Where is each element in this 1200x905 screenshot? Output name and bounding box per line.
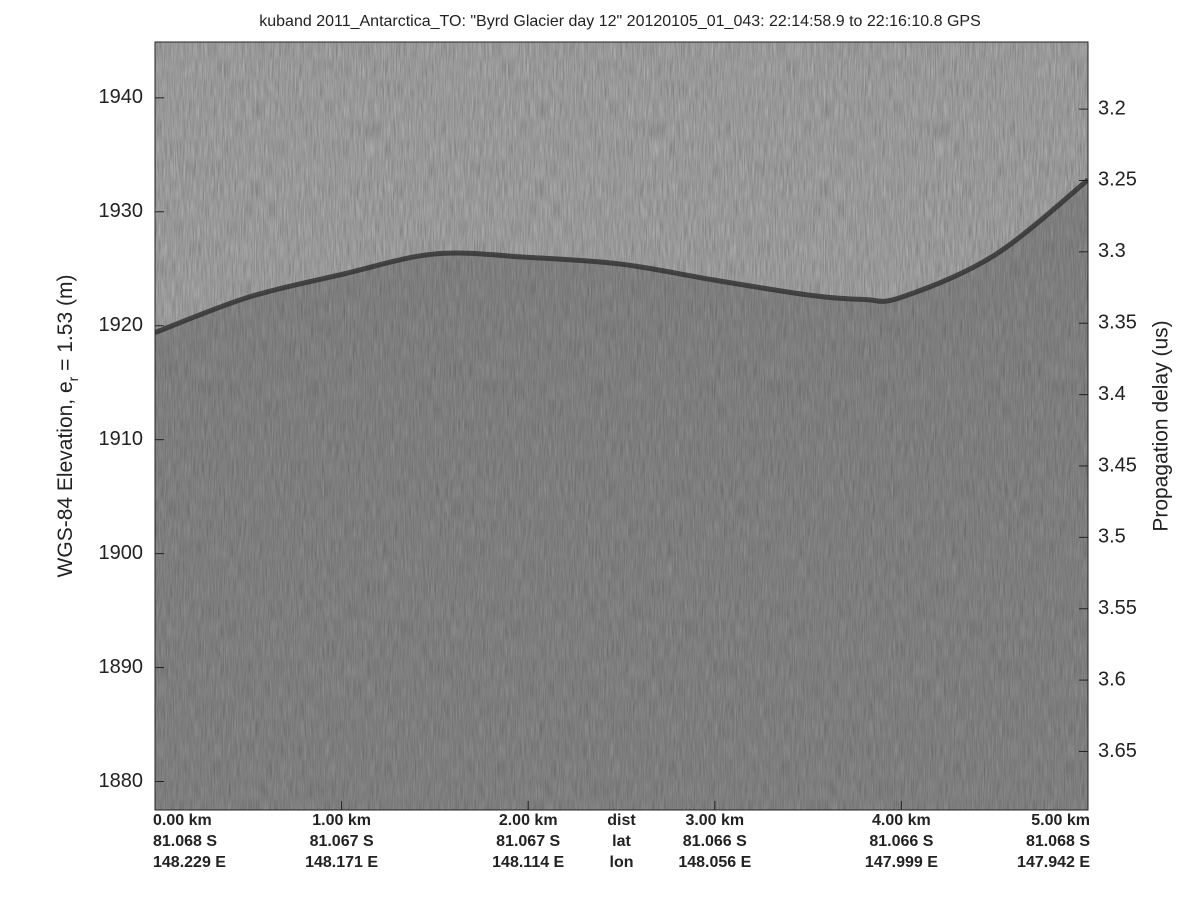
x-tick-label: 0.00 km xyxy=(153,812,212,829)
y2-tick-label: 3.2 xyxy=(1098,97,1126,119)
lat-label: 81.068 S xyxy=(1026,833,1090,850)
y-tick-label: 1930 xyxy=(99,200,144,222)
x-tick-label: 4.00 km xyxy=(872,812,931,829)
x-tick-label: 1.00 km xyxy=(312,812,371,829)
subsurface-region xyxy=(155,179,1088,810)
y2-tick-label: 3.45 xyxy=(1098,454,1137,476)
lat-label: 81.067 S xyxy=(310,833,374,850)
y2-tick-label: 3.55 xyxy=(1098,597,1137,619)
plot-area xyxy=(155,177,1088,810)
lat-label: 81.068 S xyxy=(153,833,217,850)
y2-tick-label: 3.65 xyxy=(1098,740,1137,762)
y-tick-label: 1880 xyxy=(99,770,144,792)
lat-label: 81.066 S xyxy=(869,833,933,850)
y-axis-label: WGS-84 Elevation, er = 1.53 (m) xyxy=(54,275,81,578)
echo-texture xyxy=(155,42,1088,810)
y2-tick-label: 3.3 xyxy=(1098,240,1126,262)
y-tick-label: 1890 xyxy=(99,656,144,678)
lon-label: 147.942 E xyxy=(1017,854,1090,871)
x-tick-label: 3.00 km xyxy=(685,812,744,829)
x-tick-label: 2.00 km xyxy=(499,812,558,829)
y-tick-label: 1900 xyxy=(99,542,144,564)
y-label-part: = 1.53 (m) xyxy=(54,275,77,377)
lon-label: 148.171 E xyxy=(305,854,378,871)
y-tick-label: 1920 xyxy=(99,314,144,336)
y2-tick-label: 3.5 xyxy=(1098,526,1126,548)
y2-tick-label: 3.25 xyxy=(1098,169,1137,191)
y-tick-label: 1940 xyxy=(99,86,144,108)
y2-axis-label: Propagation delay (us) xyxy=(1150,320,1173,531)
y-label-sub: r xyxy=(65,376,81,381)
y2-tick-label: 3.35 xyxy=(1098,312,1137,334)
x-axis-label: dist xyxy=(607,812,636,829)
lon-label: 148.229 E xyxy=(153,854,226,871)
surface-line xyxy=(155,177,1088,335)
lat-label: 81.067 S xyxy=(496,833,560,850)
lon-row-label: lon xyxy=(610,854,634,871)
lon-label: 147.999 E xyxy=(865,854,938,871)
y-label-part: WGS-84 Elevation, e xyxy=(54,381,77,577)
lat-label: 81.066 S xyxy=(683,833,747,850)
lon-label: 148.114 E xyxy=(492,854,564,871)
y-tick-label: 1910 xyxy=(99,428,144,450)
y2-tick-label: 3.4 xyxy=(1098,383,1126,405)
plot-frame xyxy=(154,41,1089,811)
y2-tick-label: 3.6 xyxy=(1098,668,1126,690)
lat-row-label: lat xyxy=(612,833,631,850)
lon-label: 148.056 E xyxy=(678,854,751,871)
x-tick-label: 5.00 km xyxy=(1031,812,1090,829)
chart-title: kuband 2011_Antarctica_TO: "Byrd Glacier… xyxy=(259,13,981,30)
